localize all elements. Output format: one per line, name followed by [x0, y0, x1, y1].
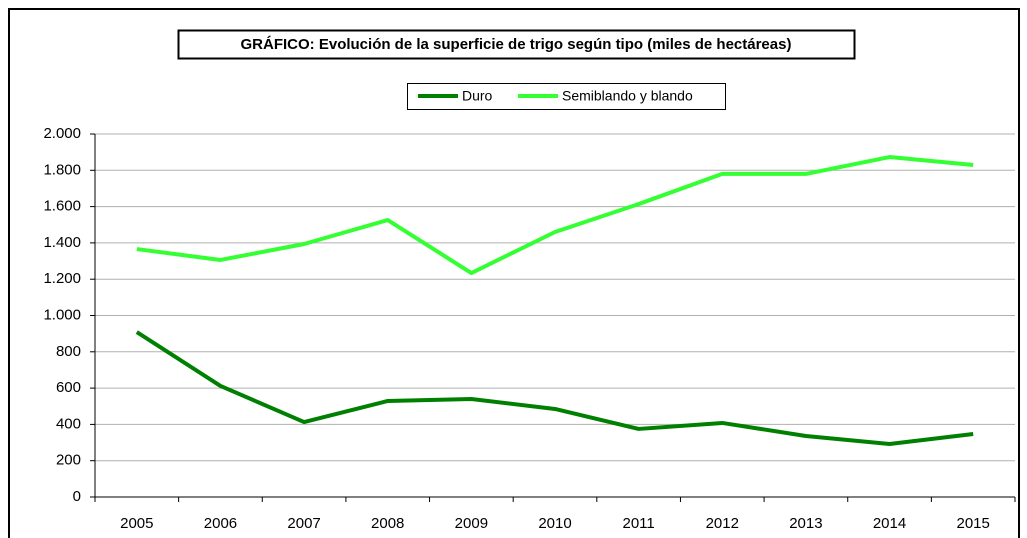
title-box: [177, 29, 856, 60]
y-tick-label: 400: [56, 415, 81, 432]
y-tick-label: 800: [56, 343, 81, 360]
chart-frame: [8, 8, 1020, 538]
y-tick-label: 1.200: [43, 270, 81, 287]
x-tick-label: 2010: [538, 515, 571, 532]
x-tick-label: 2013: [789, 515, 822, 532]
legend-box: [407, 83, 726, 110]
x-tick-label: 2014: [873, 515, 906, 532]
x-tick-label: 2009: [455, 515, 488, 532]
x-tick-label: 2015: [956, 515, 989, 532]
y-tick-label: 200: [56, 452, 81, 469]
legend-label: Duro: [462, 88, 493, 104]
x-tick-label: 2005: [120, 515, 153, 532]
x-tick-label: 2006: [204, 515, 237, 532]
y-tick-label: 1.400: [43, 234, 81, 251]
x-tick-label: 2012: [706, 515, 739, 532]
series-line: [135, 330, 974, 447]
series-line: [136, 155, 974, 276]
y-tick-label: 2.000: [43, 125, 81, 142]
chart-title: GRÁFICO: Evolución de la superficie de t…: [241, 36, 792, 53]
x-tick-label: 2011: [623, 515, 655, 532]
y-tick-label: 1.600: [43, 198, 81, 215]
legend-label: Semiblando y blando: [562, 88, 693, 104]
y-tick-label: 0: [73, 488, 81, 505]
y-tick-label: 1.000: [43, 306, 81, 323]
x-tick-label: 2008: [371, 515, 404, 532]
y-tick-label: 600: [56, 379, 81, 396]
x-tick-label: 2007: [287, 515, 320, 532]
y-tick-label: 1.800: [43, 161, 81, 178]
